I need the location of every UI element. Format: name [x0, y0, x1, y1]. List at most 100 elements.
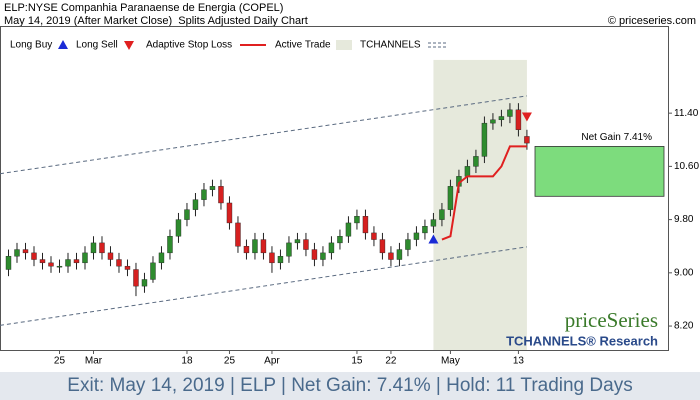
candle-body — [294, 239, 301, 244]
candle-body — [175, 219, 182, 237]
legend-label: Active Trade — [275, 40, 331, 51]
candle-body — [107, 252, 114, 260]
legend-symbol — [58, 40, 68, 49]
candle-body — [498, 116, 505, 121]
candle-body — [269, 252, 275, 264]
legend-label: TCHANNELS — [360, 40, 421, 51]
plot-area: 8.20 9.00 9.80 10.60 11.40 25 Mar 18 25 Apr 15 22 Ma… — [0, 26, 699, 367]
candle-body — [22, 249, 29, 254]
candle-body — [396, 249, 403, 260]
candle-body — [124, 265, 131, 270]
candle-body — [422, 226, 428, 234]
candle-body — [464, 166, 471, 177]
candle-body — [320, 252, 326, 260]
candle-body — [524, 136, 530, 144]
x-tick-label: May — [441, 356, 460, 367]
candle-body — [379, 239, 386, 254]
source: © priceseries.com — [608, 15, 696, 27]
candle-body — [252, 239, 258, 254]
candle-body — [167, 236, 173, 254]
candle-body — [235, 222, 241, 247]
x-tick-label: 22 — [385, 356, 397, 367]
long-sell-marker — [521, 112, 532, 122]
candle-body — [345, 222, 352, 237]
candle-body — [371, 232, 377, 240]
legend-label: Long Sell — [76, 40, 118, 51]
candle-body — [116, 259, 122, 267]
candle-body — [362, 216, 369, 234]
chart-title: ELP:NYSE Companhia Paranaense de Energia… — [4, 2, 283, 14]
y-tick-label: 10.60 — [674, 161, 699, 172]
candle-body — [507, 109, 513, 117]
candle-body — [141, 279, 148, 287]
candle-body — [473, 156, 479, 167]
candle-body — [405, 239, 411, 250]
candle-body — [82, 252, 88, 264]
legend-symbol — [336, 40, 352, 50]
legend: Long Buy Long Sell Adaptive Stop Loss Activ… — [4, 36, 450, 54]
candle-body — [481, 122, 488, 157]
x-tick-label: 25 — [54, 356, 66, 367]
y-tick-label: 9.80 — [674, 214, 694, 225]
candle-body — [48, 262, 54, 267]
candle-body — [337, 236, 343, 244]
candle-body — [150, 262, 156, 280]
channel-line — [0, 246, 527, 326]
candle-body — [303, 239, 309, 250]
watermark-sub: TCHANNELS® Research — [506, 333, 658, 348]
legend-label: Adaptive Stop Loss — [146, 40, 232, 51]
candle-body — [447, 186, 454, 210]
x-tick-label: 13 — [513, 356, 525, 367]
candle-body — [260, 239, 267, 254]
candle-body — [439, 209, 445, 220]
candle-body — [39, 259, 46, 264]
watermark: priceSeries — [565, 308, 658, 332]
candle-body — [430, 219, 437, 227]
stop-loss-line — [441, 145, 527, 241]
candle-body — [73, 259, 80, 264]
candle-body — [31, 252, 37, 260]
candle-body — [243, 246, 250, 254]
x-tick-label: 18 — [181, 356, 193, 367]
candle-body — [277, 255, 284, 264]
candle-body — [209, 186, 216, 190]
x-tick-label: Mar — [85, 356, 103, 367]
legend-symbol — [124, 41, 134, 50]
candle-body — [133, 269, 139, 287]
legend-label: Long Buy — [10, 40, 52, 51]
x-tick-label: 15 — [351, 356, 363, 367]
candle-body — [328, 242, 335, 254]
candle-body — [226, 202, 233, 224]
y-tick-label: 11.40 — [674, 108, 699, 119]
channel-line — [0, 95, 527, 175]
net-gain-box — [534, 146, 665, 197]
candle-body — [388, 252, 394, 260]
x-tick-label: Apr — [264, 356, 280, 367]
candle-body — [5, 255, 12, 270]
candle-body — [218, 186, 224, 204]
candle-body — [201, 189, 207, 200]
candle-body — [192, 199, 199, 210]
candle-body — [354, 216, 360, 224]
candle-body — [286, 242, 292, 257]
candle-body — [65, 259, 71, 267]
candle-body — [56, 265, 63, 268]
y-tick-label: 8.20 — [674, 321, 694, 332]
footer-band — [0, 372, 700, 400]
candle-body — [90, 242, 97, 254]
footer: Exit: May 14, 2019 | ELP | Net Gain: 7.4… — [67, 375, 632, 396]
long-buy-marker — [428, 234, 439, 244]
candle-body — [99, 242, 105, 254]
candle-body — [184, 209, 190, 220]
candle-body — [490, 119, 496, 124]
x-tick-label: 25 — [224, 356, 236, 367]
y-tick-label: 9.00 — [674, 267, 694, 278]
candle-body — [413, 232, 420, 240]
candle-body — [311, 249, 318, 260]
candle-body — [14, 249, 20, 257]
net-gain-label: Net Gain 7.41% — [581, 132, 652, 143]
candle-body — [158, 252, 165, 264]
candle-body — [515, 109, 522, 130]
active-trade — [433, 59, 527, 351]
